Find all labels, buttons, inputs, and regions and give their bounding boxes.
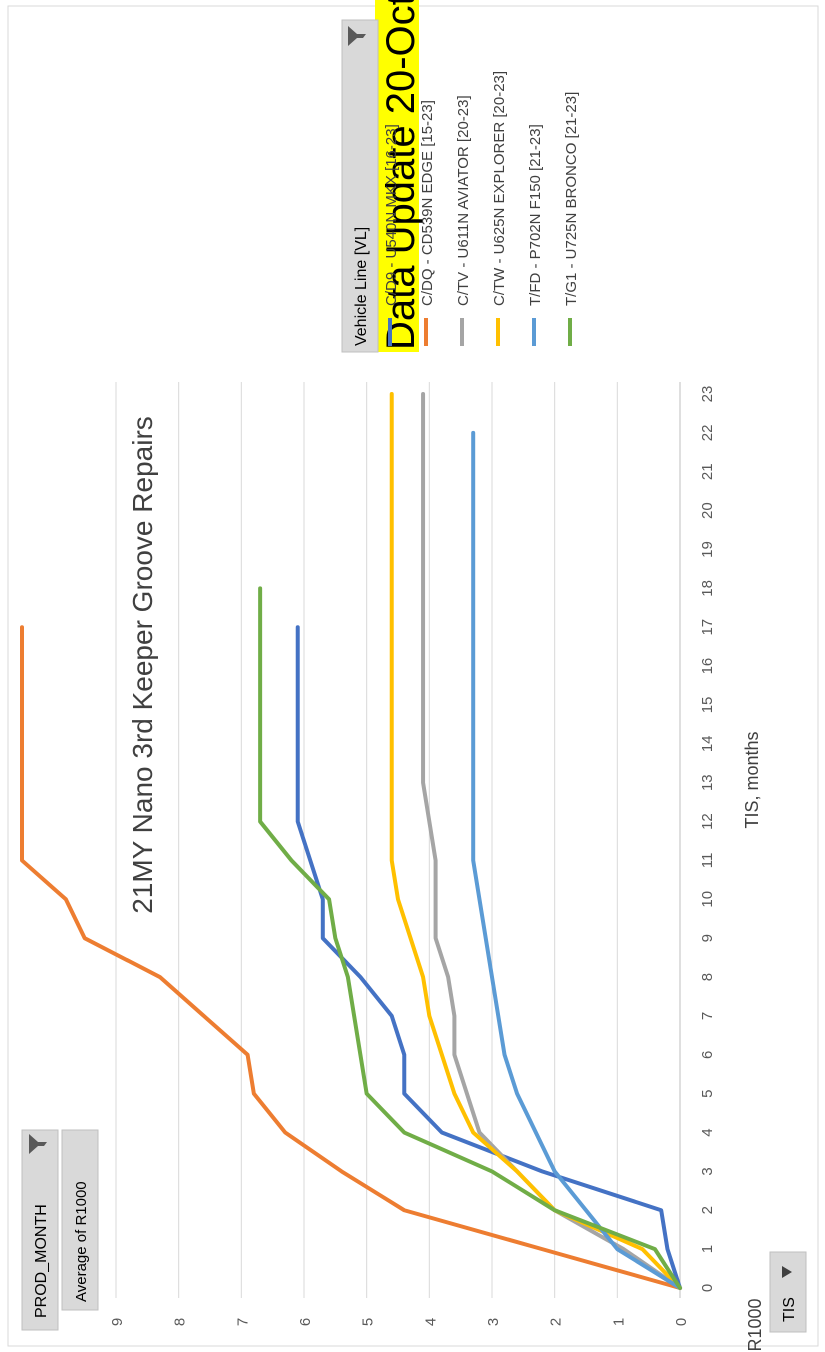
legend-label: T/FD - P702N F150 [21-23] (527, 124, 544, 306)
y-tick-label: 2 (548, 1318, 565, 1326)
x-tick-label: 15 (699, 697, 716, 714)
legend-item: C/D9 - U540N MKX [16-23] (383, 124, 400, 346)
legend: C/D9 - U540N MKX [16-23] C/DQ - CD539N ED… (383, 71, 580, 346)
y-tick-label: 3 (485, 1318, 502, 1326)
x-tick-label: 13 (699, 774, 716, 791)
y-tick-label: 9 (109, 1318, 126, 1326)
x-tick-label: 22 (699, 425, 716, 442)
x-tick-label: 11 (699, 853, 716, 869)
x-tick-label: 18 (699, 580, 716, 597)
series-line-2 (421, 392, 682, 1290)
y-tick-label: 1 (610, 1318, 627, 1326)
prod-month-filter-label: PROD_MONTH (33, 1204, 50, 1318)
data-update-banner (375, 0, 419, 352)
x-tick-label: 20 (699, 502, 716, 519)
y-tick-label: 7 (234, 1318, 251, 1326)
x-tick-label: 21 (699, 463, 716, 480)
x-tick-label: 2 (699, 1206, 716, 1214)
x-tick-label: 9 (699, 934, 716, 942)
legend-label: C/TV - U611N AVIATOR [20-23] (455, 95, 472, 306)
legend-label: C/D9 - U540N MKX [16-23] (383, 124, 400, 306)
tis-axis-field-label: TIS (781, 1297, 798, 1322)
x-tick-label: 16 (699, 658, 716, 675)
chart-title: 21MY Nano 3rd Keeper Groove Repairs (127, 416, 158, 914)
legend-field-label: Vehicle Line [VL] (353, 227, 370, 346)
data-update-banner-text: Data Update 20-Oct-20 (379, 0, 423, 350)
legend-item: C/TW - U625N EXPLORER [20-23] (491, 71, 508, 346)
y-tick-label: 6 (297, 1318, 314, 1326)
series-line-3 (389, 392, 682, 1290)
x-tick-label: 19 (699, 541, 716, 558)
prod-month-filter-button[interactable]: PROD_MONTH (21, 1129, 59, 1331)
legend-item: C/DQ - CD539N EDGE [15-23] (419, 100, 436, 346)
x-tick-label: 8 (699, 973, 716, 981)
dropdown-arrow-icon (782, 1266, 792, 1278)
x-tick-label: 23 (699, 386, 716, 403)
legend-filter-funnel-icon (348, 26, 366, 46)
x-tick-label: 17 (699, 619, 716, 636)
legend-label: T/G1 - U725N BRONCO [21-23] (563, 92, 580, 306)
x-tick-label: 4 (699, 1128, 716, 1136)
value-field-label: Average of R1000 (73, 1181, 90, 1302)
tis-axis-field-button[interactable]: TIS (769, 1251, 807, 1333)
legend-field-button[interactable]: Vehicle Line [VL] (341, 19, 379, 353)
value-field-button[interactable]: Average of R1000 (61, 1129, 99, 1311)
x-tick-label: 10 (699, 891, 716, 908)
plot-area: 0123456789012345678910111213141516171819… (20, 382, 716, 1326)
x-tick-label: 6 (699, 1051, 716, 1059)
series-line-1 (20, 625, 682, 1290)
y-tick-label: 5 (360, 1318, 377, 1326)
x-tick-label: 0 (699, 1284, 716, 1292)
funnel-icon (29, 1134, 47, 1154)
legend-label: C/TW - U625N EXPLORER [20-23] (491, 71, 508, 306)
y-tick-label: 4 (422, 1318, 439, 1326)
x-tick-label: 7 (699, 1012, 716, 1020)
legend-item: C/TV - U611N AVIATOR [20-23] (455, 95, 472, 346)
legend-item: T/G1 - U725N BRONCO [21-23] (563, 92, 580, 346)
series-line-5 (258, 586, 682, 1290)
x-tick-label: 5 (699, 1089, 716, 1097)
legend-item: T/FD - P702N F150 [21-23] (527, 124, 544, 346)
x-tick-label: 1 (699, 1245, 716, 1253)
series-line-4 (471, 430, 682, 1290)
x-tick-label: 3 (699, 1167, 716, 1175)
x-axis-title: TIS, months (742, 731, 762, 828)
x-tick-label: 14 (699, 735, 716, 752)
y-tick-label: 8 (172, 1318, 189, 1326)
y-axis-title: R1000 (745, 1298, 765, 1351)
y-tick-label: 0 (673, 1318, 690, 1326)
x-tick-label: 12 (699, 813, 716, 830)
legend-label: C/DQ - CD539N EDGE [15-23] (419, 100, 436, 306)
